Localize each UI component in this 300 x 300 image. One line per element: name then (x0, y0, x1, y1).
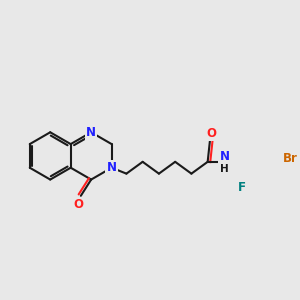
Text: H: H (220, 164, 229, 174)
Text: N: N (106, 161, 117, 174)
Text: Br: Br (283, 152, 298, 165)
Text: O: O (74, 198, 84, 211)
Text: F: F (238, 181, 246, 194)
Text: N: N (86, 126, 96, 139)
Text: N: N (220, 150, 230, 163)
Text: O: O (206, 127, 216, 140)
